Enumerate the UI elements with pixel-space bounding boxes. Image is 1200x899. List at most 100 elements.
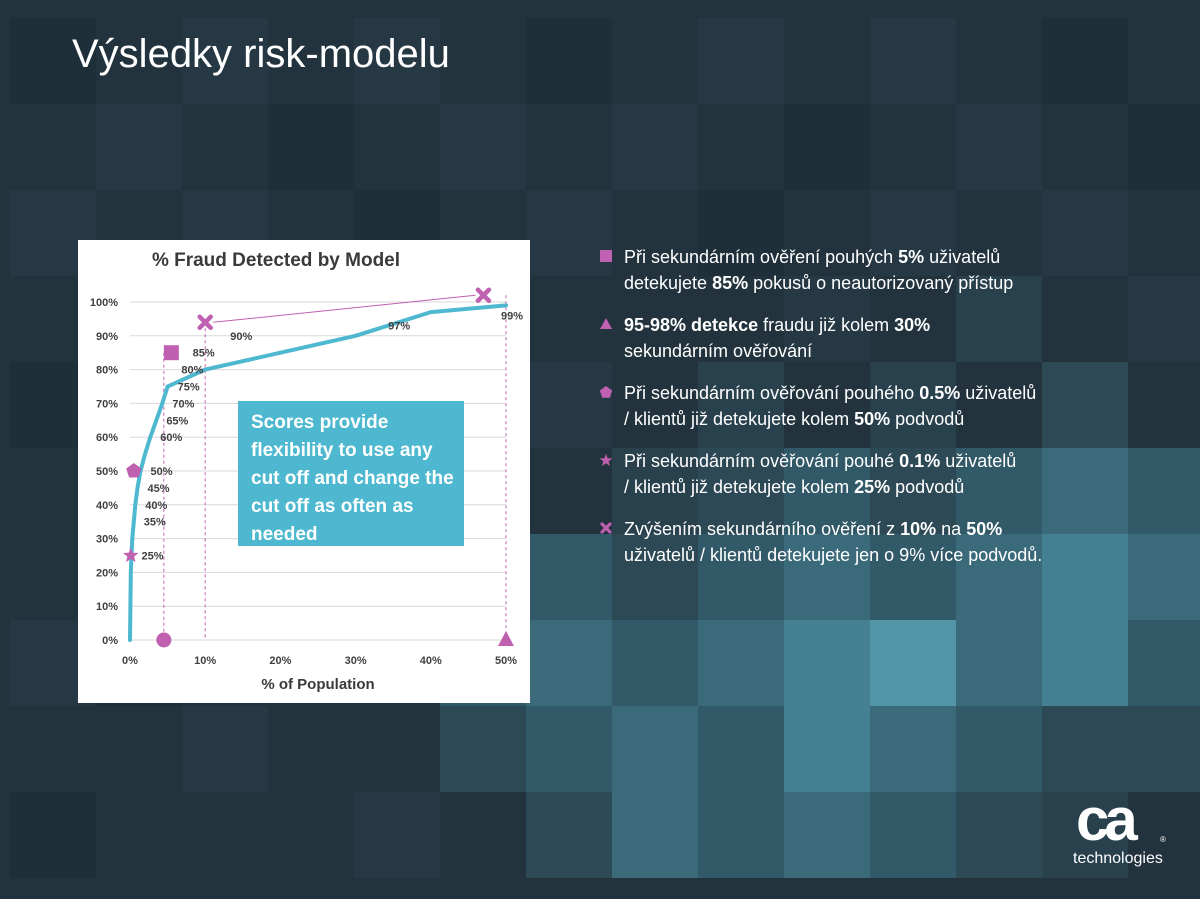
svg-text:ca: ca (1076, 790, 1138, 848)
bullet-line: / klientů již detekujete kolem 50% podvo… (624, 406, 1036, 432)
data-label: 85% (193, 348, 215, 360)
pentagon-marker (126, 463, 142, 478)
triangle-icon (600, 318, 612, 329)
bullet-item: 95-98% detekce fraudu již kolem 30% sekun… (598, 312, 930, 364)
bullet-line: / klientů již detekujete kolem 25% podvo… (624, 474, 1016, 500)
bullet-text-run: detekujete (624, 273, 713, 293)
star-marker (123, 547, 139, 562)
bullet-line: sekundárním ověřování (624, 338, 930, 364)
bullet-line: 95-98% detekce fraudu již kolem 30% (624, 312, 930, 338)
annotation-callout: Scores provide flexibility to use any cu… (238, 401, 464, 546)
bullet-text-run: 0.1% (899, 451, 941, 471)
bullet-text-run: podvodů (890, 477, 965, 497)
bullet-text-run: 0.5% (919, 383, 961, 403)
bullet-text-run: Při sekundárním ověřování pouhého (624, 383, 920, 403)
chart-title: % Fraud Detected by Model (152, 250, 400, 271)
bullet-text: Při sekundárním ověřování pouhé 0.1% uži… (598, 448, 1016, 500)
bullet-text: Při sekundárním ověřování pouhého 0.5% u… (598, 380, 1036, 432)
bullet-text-run: Zvýšením sekundárního ověření z (624, 519, 901, 539)
data-label: 35% (144, 517, 166, 529)
cross-icon (600, 522, 612, 534)
data-label: 70% (172, 398, 194, 410)
bullet-text-run: 30% (894, 315, 931, 335)
data-label: 45% (148, 483, 170, 495)
data-label: 99% (501, 311, 523, 323)
pentagon-icon (599, 386, 613, 398)
y-tick-label: 90% (96, 331, 118, 343)
chart-panel: % Fraud Detected by Model % of Populatio… (78, 240, 530, 703)
y-tick-label: 20% (96, 567, 118, 579)
bullet-text-run: uživatelů (924, 247, 1001, 267)
y-tick-label: 60% (96, 432, 118, 444)
y-tick-label: 10% (96, 601, 118, 613)
bullet-line: uživatelů / klientů detekujete jen o 9% … (624, 542, 1042, 568)
bullet-text-run: / klientů již detekujete kolem (624, 477, 855, 497)
square-icon (600, 250, 612, 262)
y-tick-label: 70% (96, 398, 118, 410)
bullet-text-run: 25% (854, 477, 891, 497)
circle-marker (156, 632, 172, 648)
y-tick-label: 0% (102, 635, 118, 647)
company-logo: ca ® technologies (1068, 790, 1168, 870)
y-tick-label: 80% (96, 365, 118, 377)
bullet-text-run: podvodů (890, 409, 965, 429)
svg-text:®: ® (1160, 835, 1166, 844)
x-tick-label: 40% (420, 655, 442, 667)
y-tick-label: 30% (96, 534, 118, 546)
bullet-text-run: uživatelů (940, 451, 1017, 471)
data-label: 25% (142, 551, 164, 563)
y-tick-label: 40% (96, 500, 118, 512)
y-tick-label: 100% (90, 297, 118, 309)
bullet-item: Při sekundárním ověřování pouhého 0.5% u… (598, 380, 1036, 432)
bullet-item: Při sekundárním ověřování pouhé 0.1% uži… (598, 448, 1016, 500)
data-label: 60% (160, 432, 182, 444)
bullet-item: Při sekundárním ověření pouhých 5% uživa… (598, 244, 1013, 296)
star-icon (599, 453, 613, 466)
bullet-text-run: uživatelů / klientů detekujete jen o 9% … (624, 545, 1043, 565)
bullet-text-run: / klientů již detekujete kolem (624, 409, 855, 429)
x-axis-title: % of Population (261, 676, 374, 693)
data-label: 90% (230, 331, 252, 343)
x-tick-label: 50% (495, 655, 517, 667)
bullet-line: Při sekundárním ověřování pouhého 0.5% u… (624, 380, 1036, 406)
cross-marker (197, 314, 213, 331)
triangle-marker (498, 631, 514, 646)
ca-logo-icon: ca ® (1076, 790, 1166, 848)
connector-line (213, 294, 476, 323)
bullet-text-run: fraudu již kolem (758, 315, 895, 335)
data-label: 80% (181, 365, 203, 377)
data-label: 97% (388, 321, 410, 333)
bullet-text: Zvýšením sekundárního ověření z 10% na 5… (598, 516, 1042, 568)
data-label: 75% (178, 382, 200, 394)
x-tick-label: 10% (194, 655, 216, 667)
bullet-text-run: pokusů o neautorizovaný přístup (748, 273, 1014, 293)
bullet-text-run: 95-98% detekce (624, 315, 759, 335)
bullet-item: Zvýšením sekundárního ověření z 10% na 5… (598, 516, 1042, 568)
x-tick-label: 30% (345, 655, 367, 667)
bullet-line: Zvýšením sekundárního ověření z 10% na 5… (624, 516, 1042, 542)
bullet-text-run: 50% (854, 409, 891, 429)
bullet-text-run: na (936, 519, 967, 539)
cross-marker (475, 287, 492, 303)
logo-text: technologies (1073, 850, 1163, 867)
bullet-line: Při sekundárním ověřování pouhé 0.1% uži… (624, 448, 1016, 474)
data-label: 50% (151, 466, 173, 478)
bullet-text-run: uživatelů (960, 383, 1037, 403)
bullet-line: detekujete 85% pokusů o neautorizovaný p… (624, 270, 1013, 296)
bullet-text-run: Při sekundárním ověřování pouhé (624, 451, 900, 471)
y-tick-label: 50% (96, 466, 118, 478)
x-tick-label: 0% (122, 655, 138, 667)
bullet-text: 95-98% detekce fraudu již kolem 30% sekun… (598, 312, 930, 364)
bullet-text-run: 5% (898, 247, 925, 267)
data-label: 40% (145, 500, 167, 512)
square-marker (163, 345, 179, 361)
bullet-text: Při sekundárním ověření pouhých 5% uživa… (598, 244, 1013, 296)
bullet-text-run: 10% (900, 519, 937, 539)
bullet-line: Při sekundárním ověření pouhých 5% uživa… (624, 244, 1013, 270)
bullet-text-run: 85% (712, 273, 749, 293)
bullet-text-run: 50% (966, 519, 1003, 539)
slide-title: Výsledky risk-modelu (72, 32, 450, 76)
data-label: 65% (166, 415, 188, 427)
bullet-text-run: Při sekundárním ověření pouhých (624, 247, 899, 267)
bullet-text-run: sekundárním ověřování (624, 341, 813, 361)
